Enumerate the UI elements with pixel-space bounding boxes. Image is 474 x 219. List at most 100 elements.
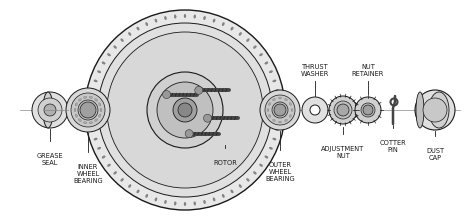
Circle shape bbox=[203, 114, 211, 122]
Circle shape bbox=[361, 103, 375, 117]
Ellipse shape bbox=[75, 114, 77, 117]
Ellipse shape bbox=[114, 171, 117, 174]
Ellipse shape bbox=[239, 32, 242, 35]
Text: GREASE
SEAL: GREASE SEAL bbox=[36, 153, 64, 166]
Ellipse shape bbox=[222, 194, 224, 198]
Ellipse shape bbox=[99, 103, 101, 106]
Ellipse shape bbox=[279, 97, 282, 99]
Circle shape bbox=[334, 101, 352, 119]
Ellipse shape bbox=[91, 89, 95, 92]
Ellipse shape bbox=[275, 129, 279, 131]
Ellipse shape bbox=[275, 89, 279, 92]
Ellipse shape bbox=[246, 178, 249, 181]
Ellipse shape bbox=[254, 171, 256, 174]
Text: OUTER
WHEEL
BEARING: OUTER WHEEL BEARING bbox=[265, 162, 295, 182]
Ellipse shape bbox=[267, 108, 269, 111]
Ellipse shape bbox=[174, 15, 176, 18]
Ellipse shape bbox=[78, 119, 82, 122]
Ellipse shape bbox=[89, 122, 92, 124]
Circle shape bbox=[98, 23, 272, 197]
Ellipse shape bbox=[269, 115, 271, 117]
Ellipse shape bbox=[416, 92, 424, 128]
Circle shape bbox=[329, 96, 357, 124]
Ellipse shape bbox=[254, 46, 256, 48]
Ellipse shape bbox=[194, 202, 196, 205]
Circle shape bbox=[66, 88, 110, 132]
Ellipse shape bbox=[194, 15, 196, 18]
Circle shape bbox=[415, 90, 455, 130]
Ellipse shape bbox=[184, 202, 186, 206]
Ellipse shape bbox=[78, 99, 82, 101]
Ellipse shape bbox=[89, 96, 92, 98]
Ellipse shape bbox=[164, 200, 166, 204]
Circle shape bbox=[195, 86, 203, 94]
Circle shape bbox=[260, 90, 300, 130]
Ellipse shape bbox=[231, 190, 233, 193]
Ellipse shape bbox=[213, 19, 215, 22]
Ellipse shape bbox=[146, 23, 148, 26]
Ellipse shape bbox=[429, 92, 449, 128]
Ellipse shape bbox=[273, 99, 275, 101]
Ellipse shape bbox=[102, 62, 105, 64]
Circle shape bbox=[363, 105, 373, 115]
Ellipse shape bbox=[259, 164, 263, 167]
Ellipse shape bbox=[95, 119, 98, 122]
Circle shape bbox=[185, 130, 193, 138]
Circle shape bbox=[147, 72, 223, 148]
Text: NUT
RETAINER: NUT RETAINER bbox=[352, 64, 384, 77]
Circle shape bbox=[274, 104, 286, 116]
Ellipse shape bbox=[259, 53, 263, 56]
Ellipse shape bbox=[277, 99, 280, 101]
Ellipse shape bbox=[114, 46, 117, 48]
Text: COTTER
PIN: COTTER PIN bbox=[380, 140, 406, 153]
Ellipse shape bbox=[273, 138, 276, 140]
Ellipse shape bbox=[108, 53, 110, 56]
Circle shape bbox=[265, 95, 295, 125]
Ellipse shape bbox=[284, 119, 287, 122]
Ellipse shape bbox=[269, 103, 271, 105]
Ellipse shape bbox=[91, 129, 95, 131]
Ellipse shape bbox=[90, 99, 93, 101]
Ellipse shape bbox=[94, 138, 97, 140]
Ellipse shape bbox=[279, 121, 282, 123]
Circle shape bbox=[44, 104, 56, 116]
Ellipse shape bbox=[121, 178, 124, 181]
Ellipse shape bbox=[269, 147, 273, 149]
Ellipse shape bbox=[273, 119, 275, 122]
Ellipse shape bbox=[184, 14, 186, 18]
Ellipse shape bbox=[222, 23, 224, 26]
Ellipse shape bbox=[89, 109, 93, 111]
Ellipse shape bbox=[203, 16, 206, 20]
Ellipse shape bbox=[174, 202, 176, 205]
Circle shape bbox=[423, 98, 447, 122]
Ellipse shape bbox=[128, 32, 131, 35]
Ellipse shape bbox=[95, 99, 98, 101]
Circle shape bbox=[310, 105, 320, 115]
Ellipse shape bbox=[90, 119, 93, 121]
Ellipse shape bbox=[291, 108, 293, 111]
Circle shape bbox=[173, 98, 197, 122]
Text: DUST
CAP: DUST CAP bbox=[426, 148, 444, 161]
Ellipse shape bbox=[273, 80, 276, 82]
Ellipse shape bbox=[289, 115, 292, 117]
Ellipse shape bbox=[99, 114, 101, 117]
Ellipse shape bbox=[137, 27, 139, 30]
Text: ADJUSTMENT
NUT: ADJUSTMENT NUT bbox=[321, 146, 365, 159]
Ellipse shape bbox=[269, 71, 273, 73]
Ellipse shape bbox=[155, 19, 157, 22]
Ellipse shape bbox=[100, 108, 102, 112]
Ellipse shape bbox=[277, 109, 281, 111]
Ellipse shape bbox=[164, 16, 166, 20]
Ellipse shape bbox=[265, 62, 268, 64]
Ellipse shape bbox=[203, 200, 206, 204]
Circle shape bbox=[157, 82, 213, 138]
Ellipse shape bbox=[108, 164, 110, 167]
Ellipse shape bbox=[137, 190, 139, 193]
Ellipse shape bbox=[146, 194, 148, 198]
Ellipse shape bbox=[43, 92, 53, 128]
Circle shape bbox=[80, 102, 96, 118]
Ellipse shape bbox=[83, 96, 87, 98]
Ellipse shape bbox=[102, 156, 105, 158]
Ellipse shape bbox=[94, 80, 97, 82]
Circle shape bbox=[85, 10, 285, 210]
